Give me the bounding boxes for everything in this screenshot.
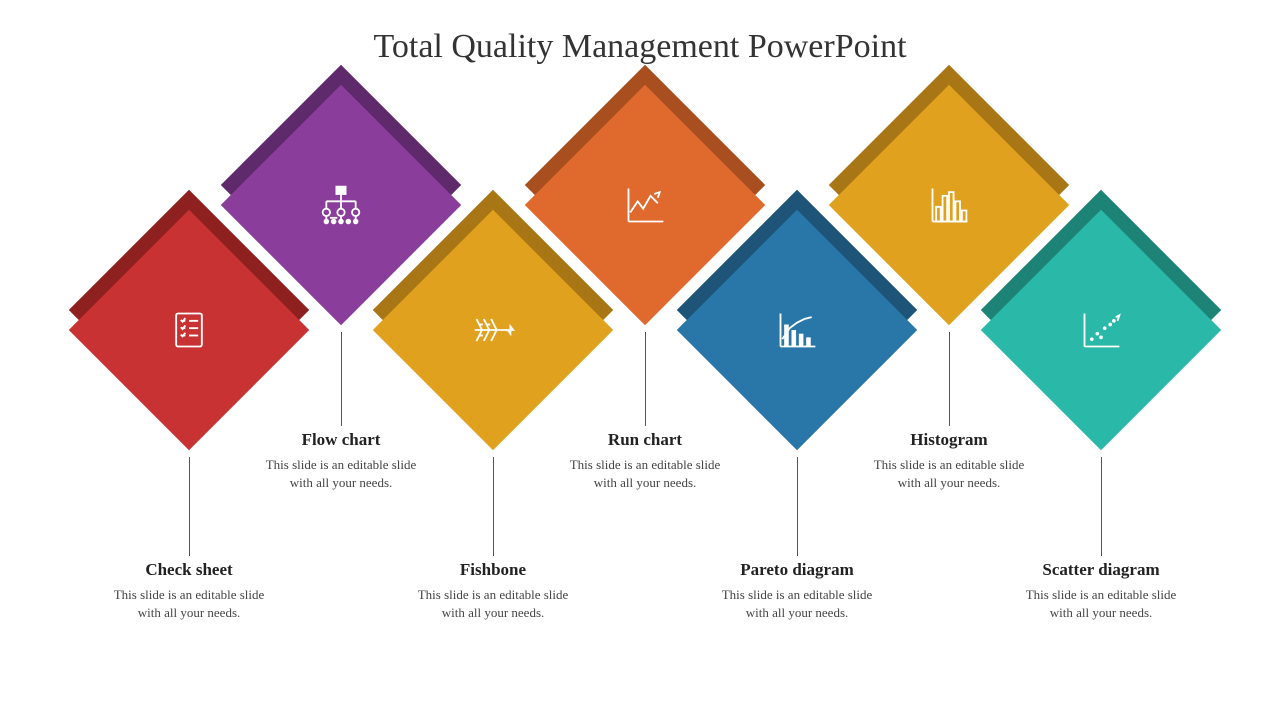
label-flowchart: Flow chart This slide is an editable slid… [256, 430, 426, 491]
checksheet-icon [165, 306, 213, 354]
label-title: Check sheet [104, 560, 274, 580]
label-title: Flow chart [256, 430, 426, 450]
runchart-icon [621, 181, 669, 229]
diamond-checksheet [104, 245, 274, 415]
connector-line [645, 332, 646, 426]
label-title: Pareto diagram [712, 560, 882, 580]
label-desc: This slide is an editable slide with all… [712, 586, 882, 621]
label-title: Histogram [864, 430, 1034, 450]
connector-line [341, 332, 342, 426]
label-checksheet: Check sheet This slide is an editable sli… [104, 560, 274, 621]
diamond-histogram [864, 120, 1034, 290]
connector-line [797, 457, 798, 556]
diamond-face [981, 210, 1221, 450]
connector-line [949, 332, 950, 426]
fishbone-icon [469, 306, 517, 354]
diamond-flowchart [256, 120, 426, 290]
diamond-runchart [560, 120, 730, 290]
connector-line [493, 457, 494, 556]
diamond-scatter [1016, 245, 1186, 415]
connector-line [189, 457, 190, 556]
label-fishbone: Fishbone This slide is an editable slide … [408, 560, 578, 621]
diamond-pareto [712, 245, 882, 415]
label-title: Run chart [560, 430, 730, 450]
label-desc: This slide is an editable slide with all… [104, 586, 274, 621]
diamond-fishbone [408, 245, 578, 415]
connector-line [1101, 457, 1102, 556]
label-title: Fishbone [408, 560, 578, 580]
label-title: Scatter diagram [1016, 560, 1186, 580]
flowchart-icon [317, 181, 365, 229]
scatter-icon [1077, 306, 1125, 354]
pareto-icon [773, 306, 821, 354]
label-histogram: Histogram This slide is an editable slide… [864, 430, 1034, 491]
label-runchart: Run chart This slide is an editable slide… [560, 430, 730, 491]
label-scatter: Scatter diagram This slide is an editable… [1016, 560, 1186, 621]
histogram-icon [925, 181, 973, 229]
label-desc: This slide is an editable slide with all… [408, 586, 578, 621]
label-desc: This slide is an editable slide with all… [560, 456, 730, 491]
label-desc: This slide is an editable slide with all… [1016, 586, 1186, 621]
label-desc: This slide is an editable slide with all… [256, 456, 426, 491]
label-desc: This slide is an editable slide with all… [864, 456, 1034, 491]
label-pareto: Pareto diagram This slide is an editable … [712, 560, 882, 621]
page-title: Total Quality Management PowerPoint [373, 28, 906, 66]
